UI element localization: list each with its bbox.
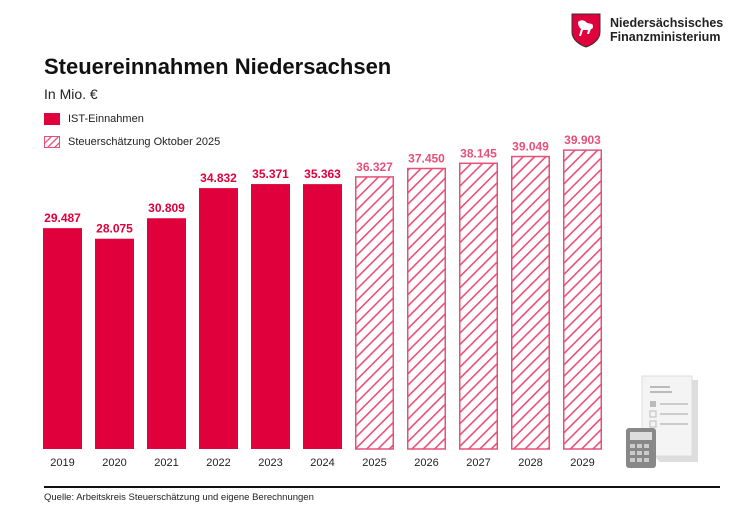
legend-swatch-actual xyxy=(44,113,60,125)
chart-subtitle: In Mio. € xyxy=(44,86,98,102)
bar-2028 xyxy=(511,155,550,450)
x-tick-label-2028: 2028 xyxy=(518,457,542,469)
x-tick-label-2024: 2024 xyxy=(310,457,334,469)
logo-line-1: Niedersächsisches xyxy=(610,16,724,30)
data-label-2026: 37.450 xyxy=(408,151,445,165)
data-label-2021: 30.809 xyxy=(148,201,185,215)
lower-saxony-horse-shield-icon xyxy=(571,13,601,48)
bar-2020 xyxy=(95,238,134,449)
x-tick-label-2019: 2019 xyxy=(50,457,74,469)
footer-rule xyxy=(44,486,720,488)
source-note: Quelle: Arbeitskreis Steuerschätzung und… xyxy=(44,492,314,503)
x-tick-label-2025: 2025 xyxy=(362,457,386,469)
x-tick-label-2022: 2022 xyxy=(206,457,230,469)
legend-item-actual: IST-Einnahmen xyxy=(44,113,144,125)
bar-2027 xyxy=(459,162,498,450)
legend-label-forecast: Steuerschätzung Oktober 2025 xyxy=(68,136,221,148)
logo-line-2: Finanzministerium xyxy=(610,30,721,44)
data-label-2024: 35.363 xyxy=(304,167,341,181)
chart-title: Steuereinnahmen Niedersachsen xyxy=(44,54,392,79)
x-tick-label-2029: 2029 xyxy=(570,457,594,469)
data-label-2028: 39.049 xyxy=(512,140,549,154)
data-label-2027: 38.145 xyxy=(460,146,497,160)
legend-swatch-forecast xyxy=(44,136,60,148)
x-tick-label-2026: 2026 xyxy=(414,457,438,469)
data-label-2029: 39.903 xyxy=(564,133,601,147)
x-tick-label-2021: 2021 xyxy=(154,457,178,469)
bar-2022 xyxy=(199,188,238,449)
data-label-2022: 34.832 xyxy=(200,171,237,185)
legend-label-actual: IST-Einnahmen xyxy=(68,113,144,125)
bar-2025 xyxy=(355,176,394,450)
bar-chart: 29.487 2019 28.075 2020 30.809 2021 34.832 2022… xyxy=(43,133,602,469)
bar-2029 xyxy=(563,149,602,450)
ministry-logo: Niedersächsisches Finanzministerium xyxy=(570,12,723,48)
x-tick-label-2027: 2027 xyxy=(466,457,490,469)
bar-2019 xyxy=(43,228,82,449)
x-tick-label-2023: 2023 xyxy=(258,457,282,469)
data-label-2023: 35.371 xyxy=(252,167,289,181)
bar-2023 xyxy=(251,184,290,449)
document-calculator-icon xyxy=(626,375,698,468)
bar-2024 xyxy=(303,184,342,449)
legend-item-forecast: Steuerschätzung Oktober 2025 xyxy=(44,136,220,148)
data-label-2020: 28.075 xyxy=(96,222,133,236)
x-tick-label-2020: 2020 xyxy=(102,457,126,469)
data-label-2025: 36.327 xyxy=(356,160,393,174)
bar-2021 xyxy=(147,218,186,449)
data-label-2019: 29.487 xyxy=(44,211,81,225)
bar-2026 xyxy=(407,167,446,450)
